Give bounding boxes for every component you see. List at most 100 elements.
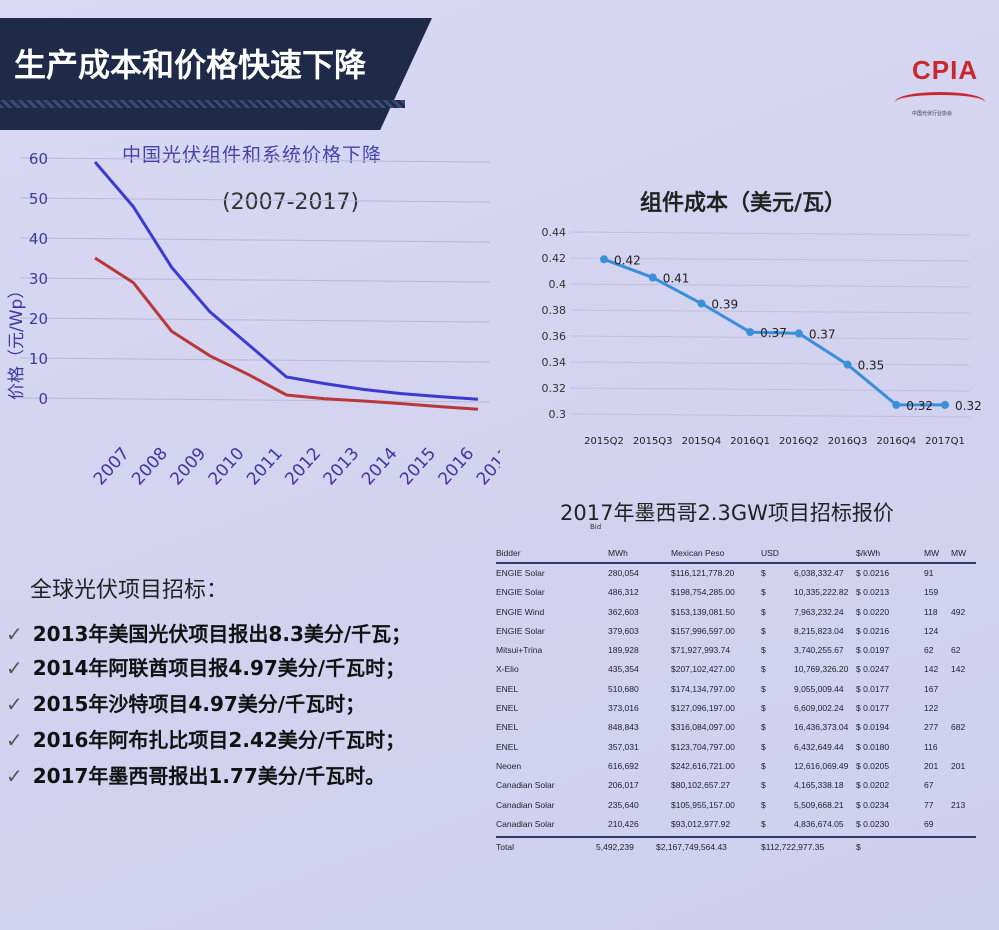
table-cell: $ [761, 645, 766, 656]
price-decline-chart: 0102030405060价格（元/Wp）2007200820092010201… [7, 150, 500, 490]
table-cell: 235,640 [608, 799, 639, 810]
data-point [941, 400, 949, 409]
grid-line [19, 277, 491, 283]
data-point [697, 299, 706, 308]
data-point [843, 360, 852, 369]
data-label: 0.39 [711, 298, 738, 312]
table-cell: 116 [924, 741, 938, 752]
table-cell: Canadian Solar [496, 799, 555, 810]
y-tick-label: 40 [29, 230, 48, 248]
grid-line [569, 335, 971, 340]
table-cell: 67 [924, 780, 934, 791]
table-cell: $ 0.0216 [856, 568, 890, 578]
data-point [746, 328, 755, 337]
table-cell: 12,616,069.49 [794, 760, 849, 771]
table-cell: $ 0.0230 [856, 818, 890, 829]
grid-line [569, 283, 971, 288]
table-cell: 201 [951, 760, 966, 771]
table-cell: 16,436,373.04 [794, 722, 849, 733]
table-cell: 486,312 [608, 587, 639, 598]
cost-line [603, 257, 945, 407]
table-cell: 201 [924, 760, 939, 771]
table-cell: $ [761, 741, 766, 752]
table-cell: $ [761, 780, 766, 791]
y-tick-label: 0.3 [549, 408, 567, 421]
table-cell: $316,084,097.00 [671, 722, 735, 733]
data-label: 0.32 [955, 399, 982, 413]
total-cell: Total [496, 842, 514, 853]
table-row: Neoen 616,692 $242,616,721.00 $12,616,069.4… [496, 757, 976, 776]
left-chart-subtitle: (2007-2017) [222, 190, 360, 215]
table-cell: ENEL [496, 683, 519, 694]
table-row: ENGIE Solar 280,054 $116,121,778.20 $6,038,… [496, 564, 976, 583]
table-cell: $123,704,797.00 [671, 741, 735, 752]
table-cell: 4,836,674.05 [794, 818, 844, 829]
table-cell: $ 0.0220 [856, 606, 890, 617]
x-tick-label: 2008 [128, 444, 172, 490]
y-tick-label: 0 [38, 390, 48, 408]
x-tick-label: 2016 [435, 444, 479, 490]
table-cell: 616,692 [608, 760, 639, 771]
table-row: ENEL 373,016 $127,096,197.00 $6,609,002.24 $… [496, 699, 976, 718]
y-tick-label: 60 [29, 150, 48, 168]
table-cell: 848,843 [608, 722, 639, 733]
table-title: 2017年墨西哥2.3GW项目招标报价 [560, 501, 894, 525]
y-tick-label: 50 [29, 190, 48, 208]
table-cell: 62 [924, 645, 934, 656]
logo-arc [895, 92, 985, 112]
table-cell: 62 [951, 645, 961, 656]
grid-line [19, 357, 491, 363]
table-cell: $ [761, 722, 766, 733]
table-cell: 118 [924, 606, 938, 617]
grid-line [19, 397, 491, 403]
table-cell: $ 0.0194 [856, 722, 890, 733]
grid-line [569, 309, 971, 314]
column-header: $/kWh [856, 548, 881, 558]
x-tick-label: 2017Q1 [925, 436, 965, 447]
table-cell: 10,335,222.82 [794, 587, 849, 598]
table-cell: $127,096,197.00 [671, 703, 735, 714]
x-tick-label: 2014 [358, 444, 402, 490]
table-header: Bidder MWh Mexican Peso USD $/kWh MW MW [496, 544, 976, 564]
table-cell: 357,031 [608, 741, 639, 752]
table-cell: 9,055,009.44 [794, 683, 844, 694]
table-cell: $ 0.0197 [856, 645, 890, 656]
table-cell: 77 [924, 799, 934, 810]
table-cell: ENEL [496, 722, 519, 733]
table-row: Mitsui+Trina 189,928 $71,927,993.74 $3,740,… [496, 641, 976, 660]
table-row: ENEL 510,680 $174,134,797.00 $9,055,009.44 $… [496, 680, 976, 699]
title-banner [0, 18, 432, 130]
tender-item-text: 2015年沙特项目4.97美分/千瓦时； [32, 692, 366, 716]
column-header: MW [951, 548, 967, 558]
table-cell: 379,603 [608, 625, 639, 636]
check-icon: ✓ [6, 656, 23, 680]
table-cell: $ [761, 606, 766, 617]
column-header: Bidder [496, 548, 521, 558]
table-cell: $207,102,427.00 [671, 664, 735, 675]
bid-label: Bid [590, 523, 602, 531]
table-cell: $ 0.0213 [856, 587, 890, 598]
x-tick-label: 2013 [320, 444, 364, 490]
data-label: 0.37 [760, 326, 787, 340]
table-cell: 189,928 [608, 645, 639, 656]
table-cell: 142 [924, 664, 939, 675]
tender-item-text: 2014年阿联酋项目报4.97美分/千瓦时； [32, 656, 406, 680]
y-axis-label: 价格（元/Wp） [7, 282, 27, 400]
table-cell: $ [761, 703, 766, 714]
series-line-1 [94, 256, 479, 411]
y-tick-label: 0.32 [542, 382, 567, 395]
table-cell: 124 [924, 625, 939, 636]
table-cell: Canadian Solar [496, 818, 555, 829]
grid-line [19, 197, 491, 203]
table-cell: $153,139,081.50 [671, 606, 735, 617]
check-icon: ✓ [6, 622, 23, 646]
table-cell: 510,680 [608, 683, 639, 694]
table-cell: 373,016 [608, 703, 639, 714]
x-tick-label: 2016Q1 [730, 436, 770, 447]
table-cell: ENEL [496, 741, 519, 752]
grid-line [19, 237, 491, 243]
table-cell: 6,609,002.24 [794, 703, 844, 714]
table-cell: ENGIE Solar [496, 568, 545, 578]
table-cell: 435,354 [608, 664, 639, 675]
x-tick-label: 2017 [473, 444, 500, 490]
